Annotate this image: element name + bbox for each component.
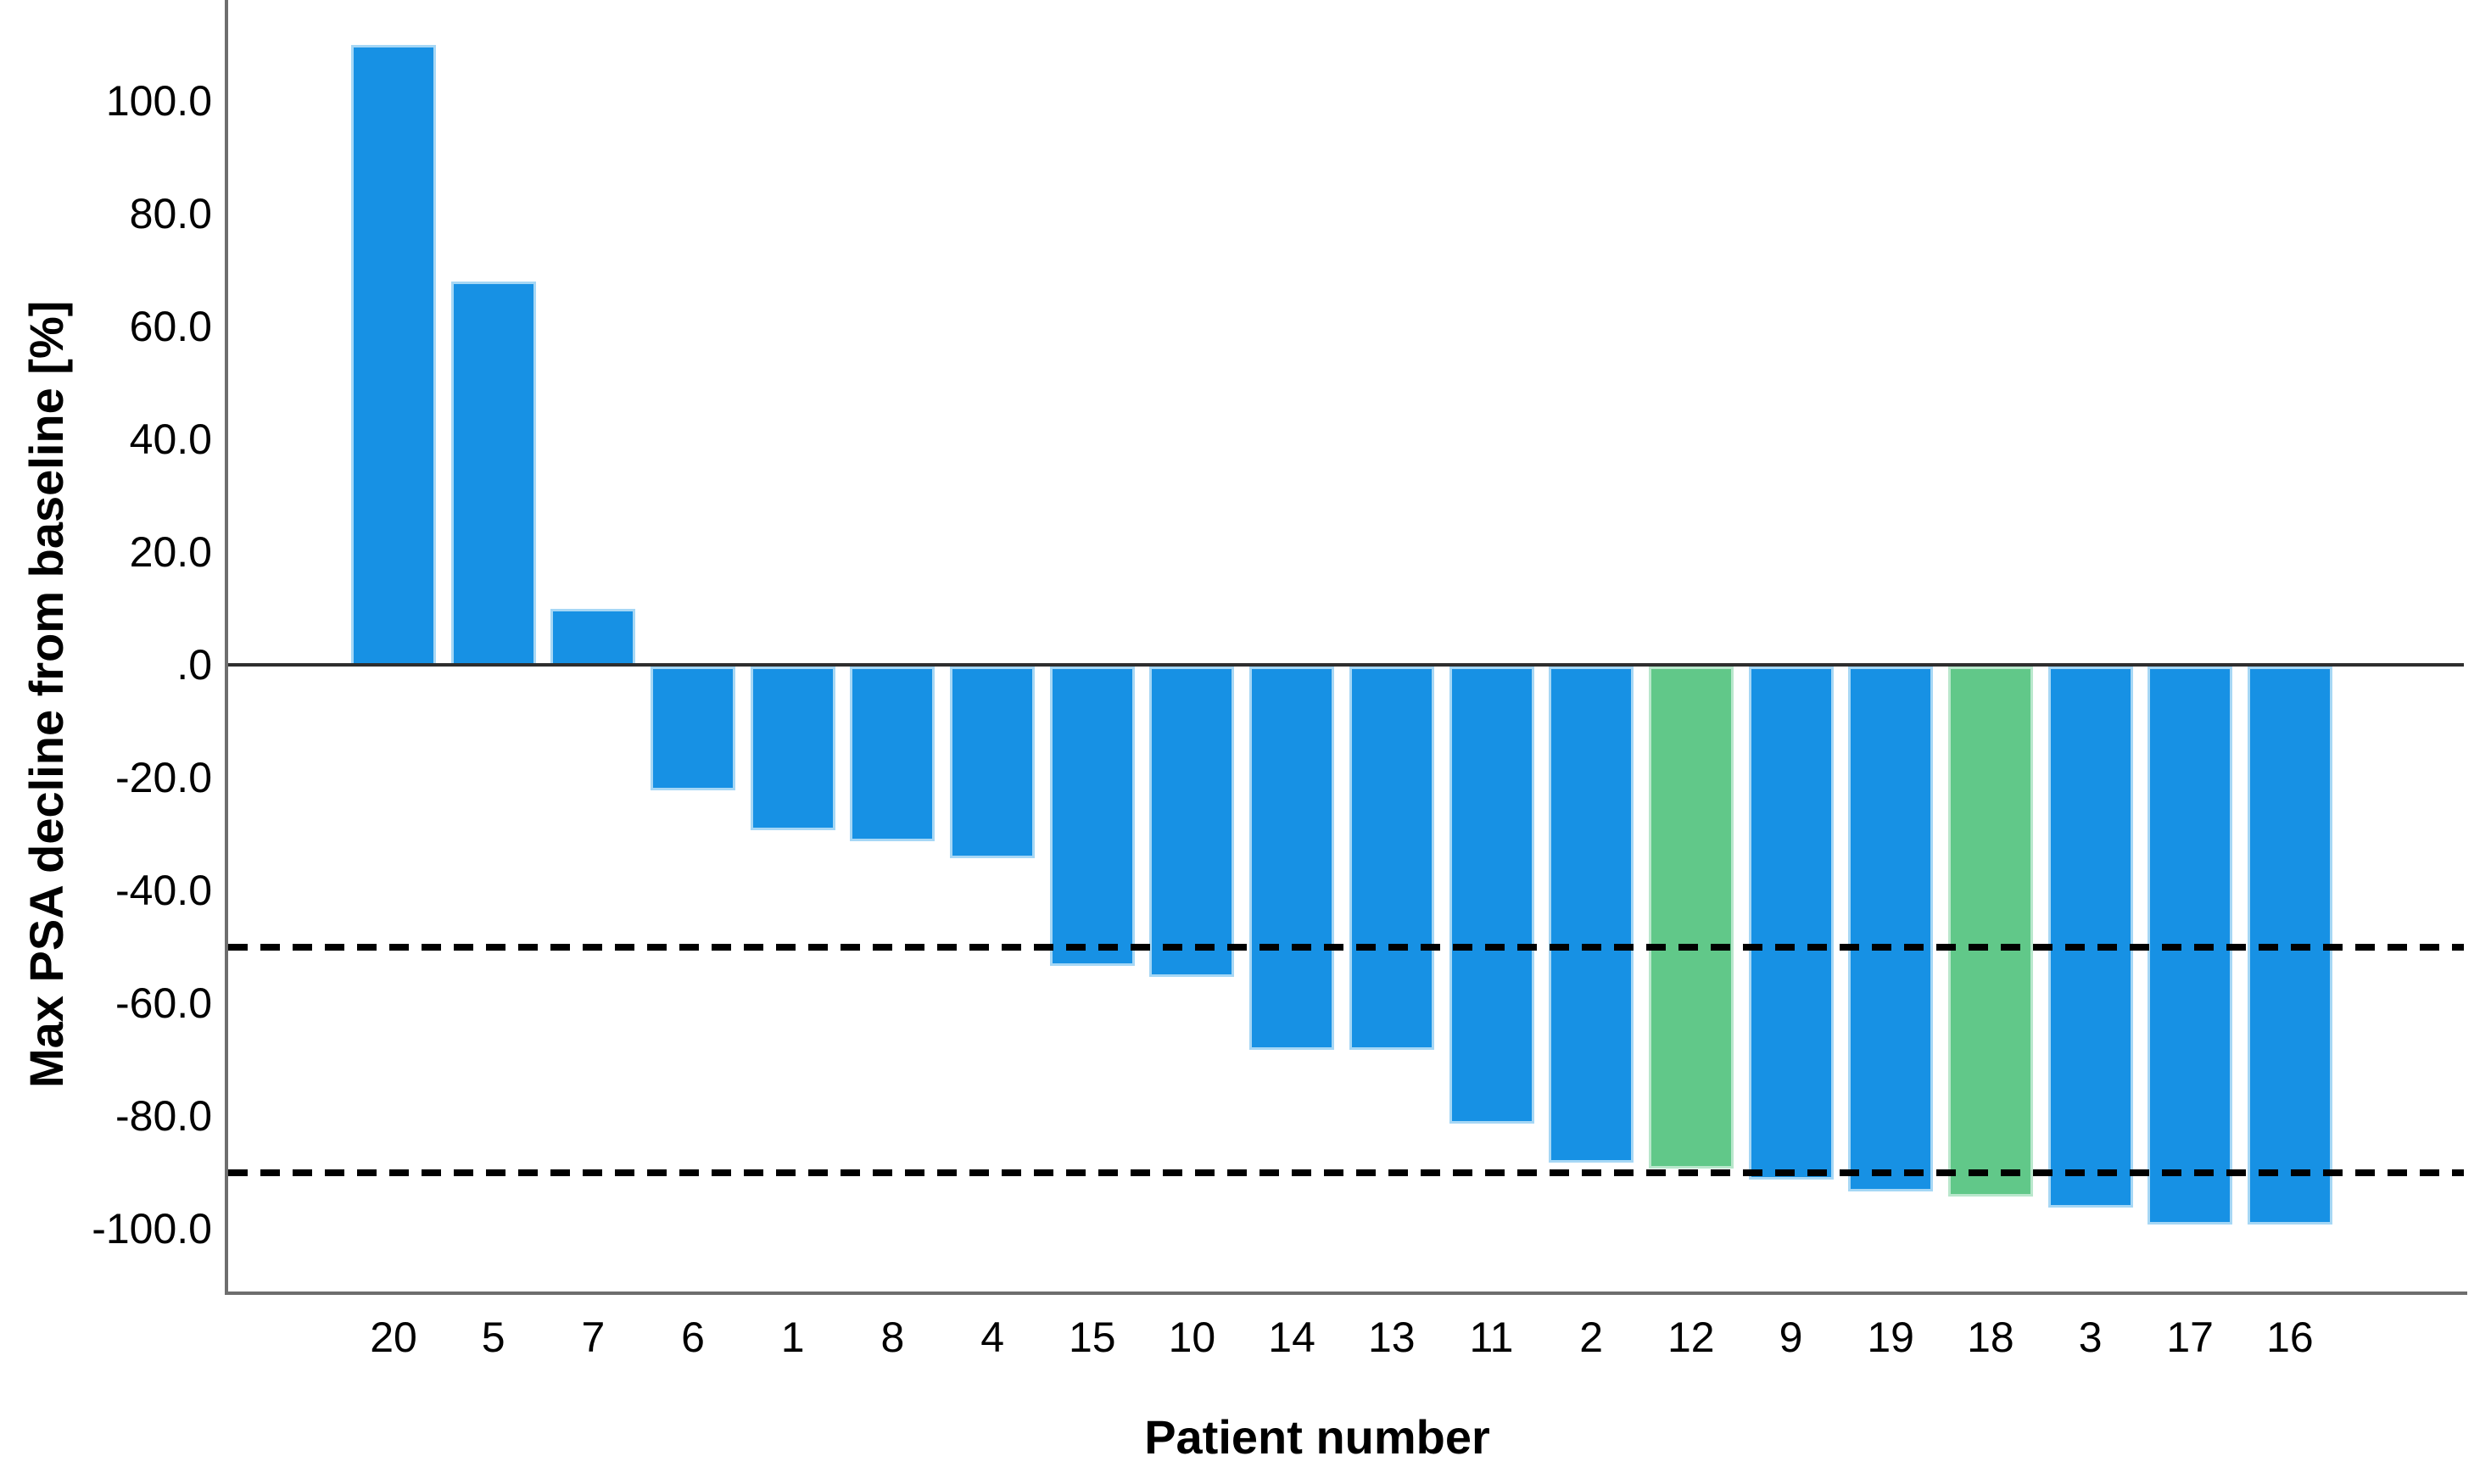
xtick-patient-14: 14 — [1268, 1314, 1315, 1361]
bar-patient-1 — [750, 667, 835, 830]
bar-patient-8 — [850, 667, 936, 842]
xtick-patient-13: 13 — [1367, 1314, 1416, 1361]
xtick-patient-5: 5 — [481, 1314, 505, 1361]
bar-patient-2 — [1549, 667, 1634, 1163]
xtick-patient-17: 17 — [2166, 1314, 2214, 1361]
bar-patient-5 — [450, 281, 536, 667]
xtick-patient-8: 8 — [880, 1314, 905, 1361]
ytick-label-.0: .0 — [176, 641, 212, 689]
ytick-label--80.0: -80.0 — [115, 1092, 212, 1140]
bar-patient-15 — [1049, 667, 1135, 966]
bar-patient-4 — [950, 667, 1036, 859]
bar-patient-20 — [351, 44, 436, 667]
xtick-patient-15: 15 — [1068, 1314, 1116, 1361]
ytick-label-60.0: 60.0 — [129, 303, 212, 350]
xtick-patient-10: 10 — [1168, 1314, 1216, 1361]
y-axis-line — [225, 0, 228, 1295]
bar-patient-14 — [1249, 667, 1335, 1051]
bar-patient-13 — [1349, 667, 1434, 1051]
xtick-patient-11: 11 — [1469, 1314, 1514, 1361]
xtick-patient-16: 16 — [2266, 1314, 2314, 1361]
bar-patient-7 — [550, 608, 636, 667]
xtick-patient-4: 4 — [980, 1314, 1004, 1361]
bar-patient-3 — [2047, 667, 2133, 1208]
xtick-patient-12: 12 — [1667, 1314, 1715, 1361]
x-axis-line — [225, 1292, 2467, 1295]
xtick-patient-20: 20 — [370, 1314, 417, 1361]
x-axis-title: Patient number — [1144, 1410, 1490, 1464]
xtick-patient-2: 2 — [1579, 1314, 1604, 1361]
bar-patient-10 — [1149, 667, 1235, 977]
ytick-label-80.0: 80.0 — [129, 190, 212, 237]
xtick-patient-3: 3 — [2078, 1314, 2103, 1361]
reference-line--50 — [228, 943, 2464, 951]
bar-patient-18 — [1947, 667, 2033, 1197]
zero-baseline — [228, 663, 2464, 667]
reference-line--90 — [228, 1169, 2464, 1176]
xtick-patient-9: 9 — [1779, 1314, 1803, 1361]
ytick-label--60.0: -60.0 — [115, 979, 212, 1027]
ytick-label-20.0: 20.0 — [129, 528, 212, 576]
xtick-patient-7: 7 — [581, 1314, 606, 1361]
bar-patient-6 — [651, 667, 735, 791]
bar-patient-11 — [1449, 667, 1534, 1124]
ytick-label-40.0: 40.0 — [129, 416, 212, 463]
ytick-label-100.0: 100.0 — [105, 77, 212, 125]
bar-patient-9 — [1748, 667, 1834, 1180]
ytick-label--20.0: -20.0 — [115, 754, 212, 801]
ytick-label--100.0: -100.0 — [92, 1205, 212, 1252]
xtick-patient-1: 1 — [780, 1314, 805, 1361]
xtick-patient-6: 6 — [681, 1314, 705, 1361]
bar-patient-19 — [1848, 667, 1934, 1191]
xtick-patient-19: 19 — [1867, 1314, 1914, 1361]
bar-patient-12 — [1648, 667, 1734, 1169]
ytick-label--40.0: -40.0 — [115, 867, 212, 914]
xtick-patient-18: 18 — [1967, 1314, 2014, 1361]
